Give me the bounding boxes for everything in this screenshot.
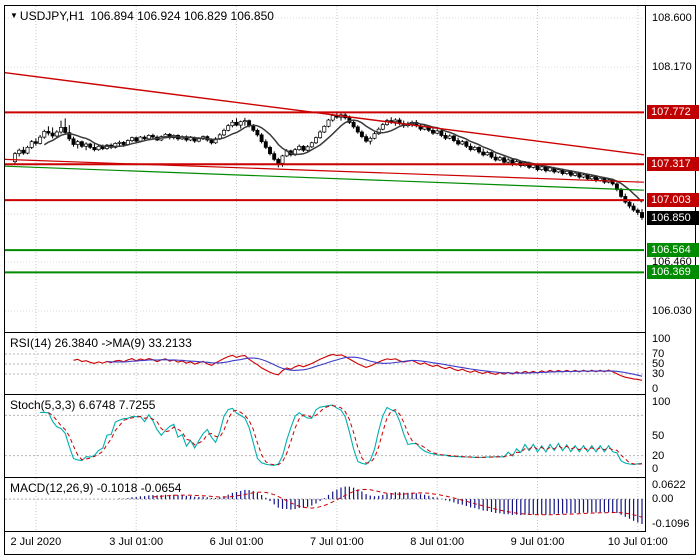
price-tick: 108.170 xyxy=(652,61,692,74)
rsi-scale-tick: 70 xyxy=(652,348,665,360)
macd-indicator-panel[interactable]: MACD(12,26,9) -0.1018 -0.0654 xyxy=(5,478,646,532)
macd-header: MACD(12,26,9) -0.1018 -0.0654 xyxy=(10,481,182,495)
rsi-header: RSI(14) 26.3840 ->MA(9) 33.2133 xyxy=(10,336,192,350)
rsi-scale-tick: 30 xyxy=(652,368,665,380)
rsi-indicator-panel[interactable]: RSI(14) 26.3840 ->MA(9) 33.2133 xyxy=(5,333,646,395)
stoch-scale-tick: 100 xyxy=(652,396,671,408)
time-axis-label: 10 Jul 01:00 xyxy=(607,536,668,548)
price-level-badge: 106.850 xyxy=(647,210,699,225)
stoch-scale-tick: 20 xyxy=(652,449,665,462)
price-tick: 108.600 xyxy=(652,12,692,24)
price-level-badge: 107.772 xyxy=(647,105,699,120)
price-tick: 106.460 xyxy=(652,255,692,268)
main-chart-panel[interactable]: ▼ USDJPY,H1 106.894 106.924 106.829 106.85… xyxy=(5,6,646,333)
chart-header: ▼ USDJPY,H1 106.894 106.924 106.829 106.85… xyxy=(10,9,274,23)
rsi-scale-tick: 100 xyxy=(652,333,671,345)
rsi-scale-tick: 0 xyxy=(652,383,659,395)
time-axis-label: 6 Jul 01:00 xyxy=(209,536,264,548)
time-axis-label: 3 Jul 01:00 xyxy=(109,536,164,548)
stoch-scale-tick: 0 xyxy=(652,463,659,475)
time-axis-label: 7 Jul 01:00 xyxy=(309,536,364,548)
price-level-badge: 106.564 xyxy=(647,243,699,258)
time-axis-label: 9 Jul 01:00 xyxy=(510,536,565,548)
macd-scale-tick: 0.0622 xyxy=(652,479,686,491)
stochastic-indicator-panel[interactable]: Stoch(5,3,3) 6.6748 7.7255 xyxy=(5,395,646,478)
time-axis-label: 8 Jul 01:00 xyxy=(410,536,465,548)
macd-plot[interactable] xyxy=(5,478,644,530)
price-tick: 106.030 xyxy=(652,305,692,317)
rsi-plot[interactable] xyxy=(5,333,644,393)
ohlc-values: 106.894 106.924 106.829 106.850 xyxy=(90,9,274,23)
price-level-badge: 107.003 xyxy=(647,193,699,208)
symbol-dropdown-icon[interactable]: ▼ xyxy=(10,11,18,20)
stochastic-header: Stoch(5,3,3) 6.6748 7.7255 xyxy=(10,398,156,412)
price-level-badge: 107.317 xyxy=(647,157,699,172)
stoch-scale-tick: 50 xyxy=(652,429,665,442)
macd-scale-tick: 0.00 xyxy=(652,493,674,506)
macd-scale-tick: -0.1096 xyxy=(652,518,690,530)
symbol-title: USDJPY,H1 xyxy=(19,9,85,23)
candlestick-plot[interactable] xyxy=(5,6,644,331)
rsi-scale-tick: 50 xyxy=(652,358,665,370)
time-axis[interactable]: 2 Jul 2020 3 Jul 01:00 6 Jul 01:00 7 Jul 01… xyxy=(5,532,695,554)
chart-frame: ▼ USDJPY,H1 106.894 106.924 106.829 106.85… xyxy=(4,5,699,555)
price-level-badge: 106.369 xyxy=(647,265,699,280)
time-axis-label: 2 Jul 2020 xyxy=(10,536,62,548)
stochastic-plot[interactable] xyxy=(5,395,644,476)
